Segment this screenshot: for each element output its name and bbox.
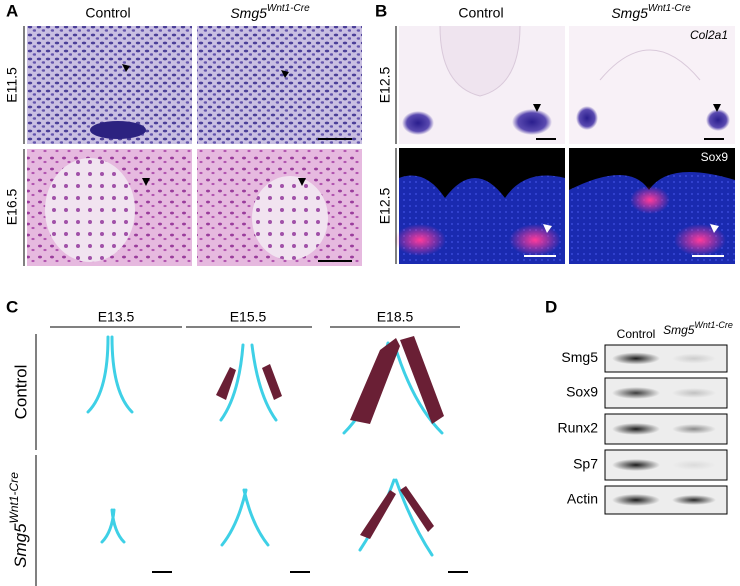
micrograph-detail: [576, 106, 598, 130]
blot-band: [612, 494, 660, 506]
label-superscript: Wnt1-Cre: [694, 320, 733, 330]
stage-label: E18.5: [377, 309, 414, 325]
stage-label: E15.5: [230, 309, 267, 325]
panel-letter: D: [545, 297, 557, 316]
panel-letter: B: [375, 1, 387, 20]
micrograph-detail: [439, 25, 521, 97]
column-label: Smg5Wnt1-Cre: [230, 3, 310, 21]
protein-label: Smg5: [561, 349, 598, 365]
label-superscript: Wnt1-Cre: [648, 3, 691, 14]
protein-label: Sox9: [566, 384, 598, 400]
blot-band: [612, 459, 660, 471]
stain-label: Col2a1: [690, 28, 728, 42]
blot-band: [672, 495, 716, 505]
blot-band: [612, 387, 660, 399]
bone-stain: [216, 336, 444, 539]
label-superscript: Wnt1-Cre: [7, 472, 21, 524]
panel-letter: A: [6, 1, 18, 20]
micrograph-detail: [399, 148, 565, 198]
blot-band: [612, 352, 660, 365]
micrograph-detail: [402, 111, 434, 135]
micrograph-detail: [569, 148, 735, 190]
row-label: Smg5Wnt1-Cre: [7, 472, 30, 568]
blot-band: [612, 423, 660, 435]
micrograph-detail: [706, 109, 730, 131]
protein-label: Runx2: [558, 420, 599, 436]
row-label: E16.5: [4, 188, 20, 225]
row-label: E12.5: [377, 66, 393, 103]
row-label: E12.5: [377, 187, 393, 224]
protein-label: Actin: [567, 491, 598, 507]
label-base: Smg5: [230, 5, 267, 21]
blot-band: [672, 353, 716, 364]
label-base: Smg5: [663, 323, 695, 337]
column-label: Control: [617, 327, 656, 341]
label-base: Smg5: [611, 5, 648, 21]
micrograph-detail: [45, 158, 135, 262]
panel-letter: C: [6, 297, 18, 316]
micrograph-detail: [394, 224, 446, 256]
micrograph-detail: [90, 121, 146, 139]
protein-label: Sp7: [573, 456, 598, 472]
label-base: Smg5: [11, 523, 30, 568]
micrograph-detail: [674, 224, 726, 256]
micrograph-detail: [509, 224, 561, 256]
micrograph-detail: [630, 186, 670, 214]
blot-band: [672, 424, 716, 434]
blot-band: [672, 460, 716, 470]
column-label: Control: [85, 5, 130, 21]
row-label: Control: [11, 365, 30, 420]
stage-label: E13.5: [98, 309, 135, 325]
stain-label: Sox9: [701, 150, 729, 164]
blot-band: [672, 388, 716, 398]
label-superscript: Wnt1-Cre: [267, 3, 310, 14]
column-label: Control: [458, 5, 503, 21]
column-label: Smg5Wnt1-Cre: [611, 3, 691, 21]
row-label: E11.5: [4, 67, 20, 103]
micrograph-detail: [252, 176, 328, 260]
micrograph-detail: [512, 109, 552, 135]
column-label: Smg5Wnt1-Cre: [663, 320, 733, 337]
micrograph: [197, 26, 362, 144]
micrograph-detail: [599, 49, 701, 81]
